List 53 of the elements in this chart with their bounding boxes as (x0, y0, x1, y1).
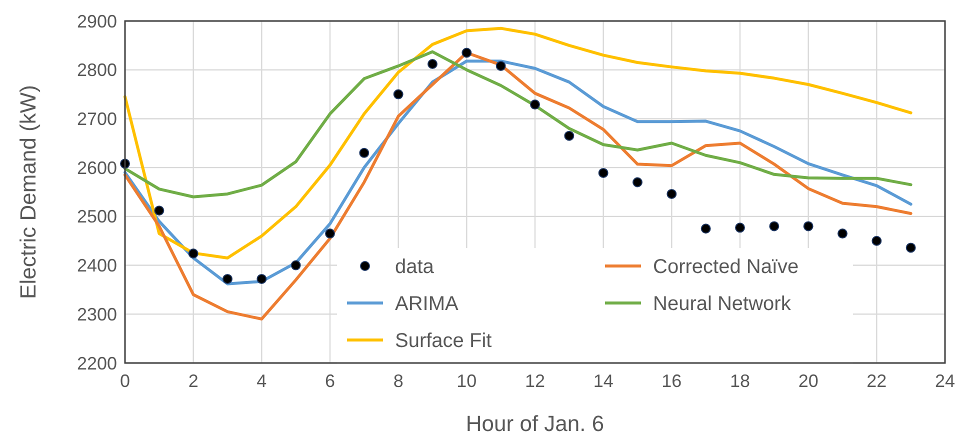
point (598, 168, 608, 178)
x-tick-label: 14 (593, 371, 614, 391)
point (256, 274, 267, 284)
x-tick-label: 12 (524, 371, 546, 391)
point (393, 89, 404, 100)
point (838, 228, 848, 239)
point (530, 100, 540, 110)
x-axis-title: Hour of Jan. 6 (466, 411, 604, 436)
point (906, 242, 916, 253)
y-tick-label: 2400 (76, 256, 117, 276)
point (188, 248, 198, 259)
y-tick-label: 2800 (76, 60, 117, 80)
point (462, 48, 472, 58)
point (769, 221, 780, 232)
x-tick-label: 4 (256, 371, 267, 391)
legend-label: Corrected Naïve (653, 256, 799, 278)
x-tick-label: 22 (866, 371, 887, 391)
y-tick-label: 2600 (76, 158, 117, 178)
y-tick-label: 2200 (76, 353, 117, 374)
line-series (124, 60, 912, 286)
point (632, 177, 642, 188)
point (496, 60, 506, 71)
legend-label: ARIMA (395, 293, 459, 315)
y-axis-title: Electric Demand (kW) (16, 85, 41, 299)
legend-label: Neural Network (653, 293, 792, 315)
legend-label: data (395, 256, 435, 278)
point (564, 130, 574, 141)
point (290, 260, 301, 270)
y-tick-label: 2900 (76, 11, 117, 32)
point (735, 222, 745, 233)
y-tick-label: 2300 (76, 304, 117, 324)
point (803, 221, 814, 232)
point (872, 236, 882, 246)
point (325, 228, 335, 239)
point (359, 148, 370, 158)
point (666, 188, 677, 199)
y-tick-label: 2700 (76, 109, 117, 130)
point (428, 58, 438, 69)
point (222, 274, 232, 284)
x-tick-label: 2 (188, 371, 198, 391)
x-tick-label: 10 (456, 371, 477, 391)
point (700, 224, 711, 234)
y-tick-label: 2500 (76, 206, 117, 227)
x-tick-label: 24 (934, 371, 956, 391)
x-tick-label: 20 (798, 371, 818, 391)
point (154, 206, 164, 216)
x-tick-label: 16 (662, 371, 682, 391)
x-tick-label: 8 (393, 371, 404, 391)
line-series (124, 26, 912, 260)
x-tick-label: 6 (324, 371, 336, 391)
x-tick-label: 0 (120, 371, 130, 391)
x-tick-label: 18 (730, 371, 750, 391)
legend-label: Surface Fit (395, 330, 492, 352)
